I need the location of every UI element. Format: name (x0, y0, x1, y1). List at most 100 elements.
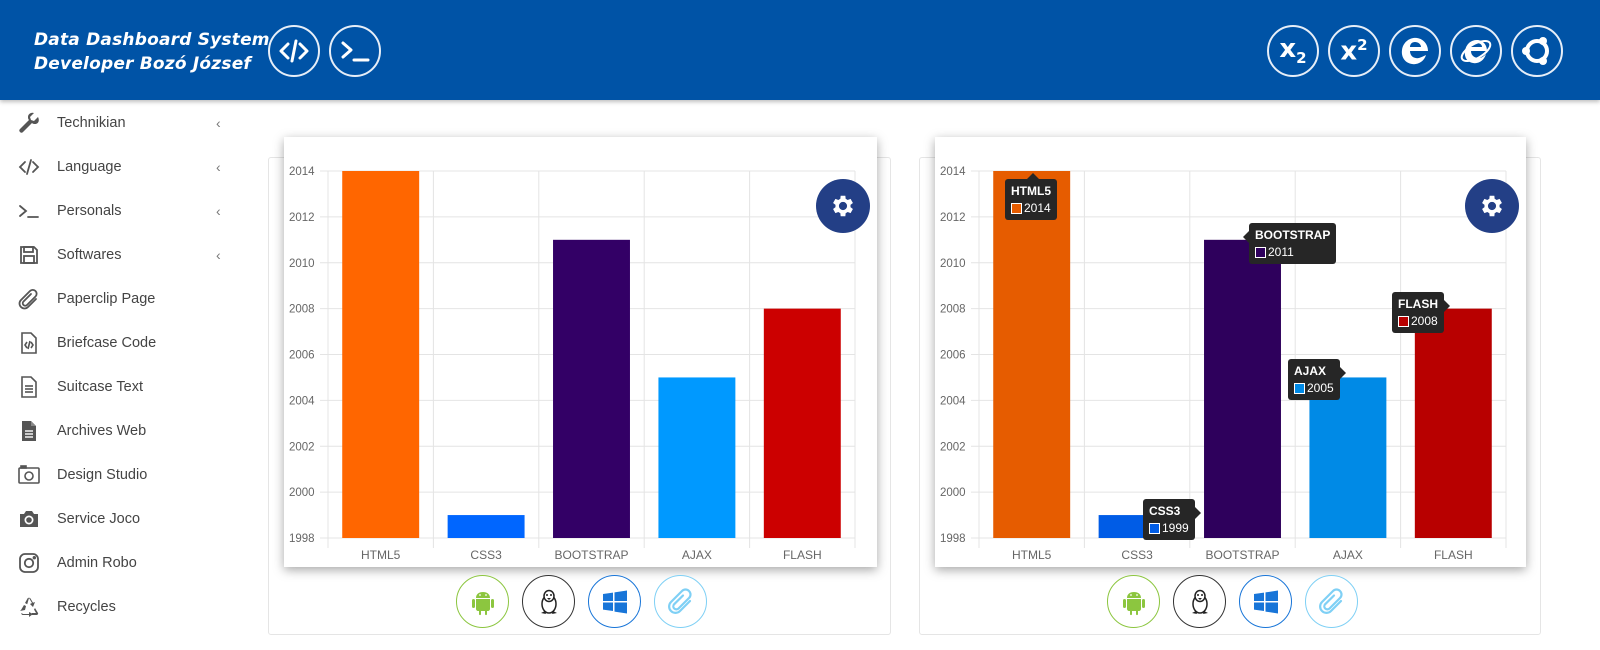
tooltip-ajax: AJAX 2005 (1288, 359, 1346, 400)
x-tick-label: BOOTSTRAP (1205, 548, 1279, 562)
tooltip-value: 2014 (1024, 201, 1051, 215)
y-tick-label: 2010 (940, 258, 966, 270)
settings-gear-button[interactable] (1465, 179, 1519, 233)
sidebar-item-archives-web[interactable]: Archives Web (0, 409, 245, 453)
tooltip-flash: FLASH 2008 (1392, 292, 1450, 333)
tooltip-value: 2005 (1307, 381, 1334, 395)
paperclip-icon (17, 287, 41, 311)
right-os-icons (1107, 575, 1358, 628)
bar-html5 (993, 171, 1071, 538)
y-tick-label: 2012 (940, 212, 966, 224)
sidebar-item-label: Paperclip Page (57, 291, 156, 307)
sidebar-item-language[interactable]: Language ‹ (0, 145, 245, 189)
tooltip-bootstrap: BOOTSTRAP 2011 (1242, 223, 1337, 264)
paperclip-icon[interactable] (1305, 575, 1358, 628)
settings-gear-button[interactable] (816, 179, 870, 233)
y-tick-label: 1998 (289, 533, 315, 545)
y-tick-label: 2014 (289, 166, 315, 178)
linux-icon[interactable] (522, 575, 575, 628)
sidebar-item-admin-robo[interactable]: Admin Robo (0, 541, 245, 585)
sidebar-item-label: Softwares (57, 247, 122, 263)
sidebar-item-label: Language (57, 159, 122, 175)
android-icon[interactable] (456, 575, 509, 628)
x-tick-label: BOOTSTRAP (554, 548, 628, 562)
y-tick-label: 2008 (940, 304, 966, 316)
tooltip-swatch (1398, 316, 1409, 327)
sidebar-item-label: Admin Robo (57, 555, 137, 571)
code-icon[interactable] (268, 25, 320, 77)
x-tick-label: FLASH (1434, 548, 1473, 562)
ubuntu-icon[interactable] (1511, 25, 1563, 77)
floppy-disk-icon (17, 243, 41, 267)
linux-icon[interactable] (1173, 575, 1226, 628)
x-tick-label: FLASH (783, 548, 822, 562)
sidebar-item-label: Suitcase Text (57, 379, 143, 395)
subscript-icon[interactable]: x2 (1267, 25, 1319, 77)
left-chart-card: 2014 2012 2010 2008 2006 2004 2002 2000 1998 HTML… (284, 137, 877, 567)
file-code-icon (17, 331, 41, 355)
gear-icon (833, 195, 853, 217)
windows-icon[interactable] (588, 575, 641, 628)
y-tick-label: 2002 (940, 441, 966, 453)
tooltip-swatch (1255, 247, 1266, 258)
file-icon (17, 419, 41, 443)
tooltip-title: HTML5 (1011, 184, 1051, 198)
sidebar-item-technikian[interactable]: Technikian ‹ (0, 101, 245, 145)
x-tick-label: CSS3 (470, 548, 502, 562)
bar-flash (763, 308, 841, 538)
sidebar-item-softwares[interactable]: Softwares ‹ (0, 233, 245, 277)
sidebar-item-suitcase-text[interactable]: Suitcase Text (0, 365, 245, 409)
edge-icon[interactable] (1389, 25, 1441, 77)
x-tick-label: AJAX (1333, 548, 1363, 562)
instagram-icon (17, 551, 41, 575)
tooltip-title: BOOTSTRAP (1255, 228, 1331, 242)
android-icon[interactable] (1107, 575, 1160, 628)
paperclip-icon[interactable] (654, 575, 707, 628)
tooltip-swatch (1011, 203, 1022, 214)
tooltip-swatch (1149, 523, 1160, 534)
brand-title: Data Dashboard System (34, 30, 270, 50)
photo-icon (17, 463, 41, 487)
y-tick-label: 2000 (940, 487, 966, 499)
left-os-icons (456, 575, 707, 628)
sidebar-item-service-joco[interactable]: Service Joco (0, 497, 245, 541)
superscript-icon[interactable]: x2 (1328, 25, 1380, 77)
terminal-icon[interactable] (329, 25, 381, 77)
chevron-left-icon: ‹ (216, 159, 221, 175)
y-tick-label: 1998 (940, 533, 966, 545)
sidebar-item-briefcase-code[interactable]: Briefcase Code (0, 321, 245, 365)
internet-explorer-icon[interactable] (1450, 25, 1502, 77)
sidebar-item-personals[interactable]: Personals ‹ (0, 189, 245, 233)
right-chart-card: 2014 2012 2010 2008 2006 2004 2002 2000 1998 HTML… (935, 137, 1526, 567)
sidebar-item-recycles[interactable]: Recycles (0, 585, 245, 629)
sidebar-item-design-studio[interactable]: Design Studio (0, 453, 245, 497)
gear-icon (1482, 195, 1502, 217)
windows-icon[interactable] (1239, 575, 1292, 628)
top-header: Data Dashboard System Developer Bozó Józ… (0, 0, 1600, 100)
tooltip-css3: CSS3 1999 (1143, 499, 1201, 540)
bar-bootstrap (1204, 239, 1281, 538)
sidebar-item-label: Service Joco (57, 511, 141, 527)
sidebar-item-paperclip-page[interactable]: Paperclip Page (0, 277, 245, 321)
y-tick-label: 2006 (940, 350, 966, 362)
y-tick-label: 2004 (289, 395, 315, 407)
x-tick-label: HTML5 (361, 548, 401, 562)
tooltip-value: 2008 (1411, 314, 1438, 328)
y-tick-label: 2000 (289, 487, 315, 499)
chevron-left-icon: ‹ (216, 115, 221, 131)
tooltip-swatch (1294, 383, 1305, 394)
tooltip-html5: HTML5 2014 (1005, 173, 1057, 220)
bar-chart: 2014 2012 2010 2008 2006 2004 2002 2000 1998 HTML… (940, 166, 1507, 562)
brand-developer: Developer Bozó József (34, 54, 252, 74)
sidebar-item-label: Recycles (57, 599, 116, 615)
bar-css3 (447, 515, 525, 538)
y-tick-label: 2002 (289, 441, 315, 453)
recycle-icon (17, 595, 41, 619)
file-text-icon (17, 375, 41, 399)
bar-ajax (1309, 377, 1387, 538)
x-tick-label: AJAX (682, 548, 712, 562)
x-tick-label: HTML5 (1012, 548, 1052, 562)
bar-chart: 2014 2012 2010 2008 2006 2004 2002 2000 1998 HTML… (289, 166, 856, 562)
y-tick-label: 2012 (289, 212, 315, 224)
chevron-left-icon: ‹ (216, 203, 221, 219)
